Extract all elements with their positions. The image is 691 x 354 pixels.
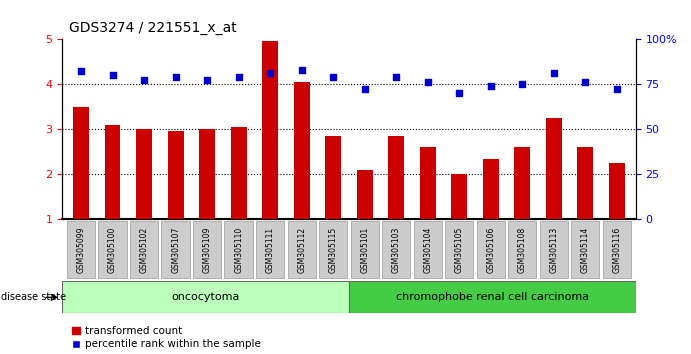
Text: GSM305114: GSM305114	[581, 227, 590, 273]
Text: GSM305112: GSM305112	[297, 227, 306, 273]
Text: GSM305109: GSM305109	[202, 226, 211, 273]
Point	[422, 79, 433, 85]
Point	[296, 67, 307, 73]
FancyBboxPatch shape	[603, 221, 631, 279]
Point	[548, 70, 559, 76]
FancyBboxPatch shape	[256, 221, 285, 279]
Bar	[136, 129, 152, 219]
Bar	[483, 159, 499, 219]
Point	[75, 69, 86, 74]
Text: GSM305104: GSM305104	[423, 226, 433, 273]
Text: GSM305107: GSM305107	[171, 226, 180, 273]
Point	[359, 87, 370, 92]
FancyBboxPatch shape	[571, 221, 600, 279]
FancyBboxPatch shape	[413, 221, 442, 279]
FancyBboxPatch shape	[540, 221, 568, 279]
Text: chromophobe renal cell carcinoma: chromophobe renal cell carcinoma	[396, 292, 589, 302]
Bar	[73, 107, 89, 219]
Text: GSM305099: GSM305099	[77, 226, 86, 273]
Point	[580, 79, 591, 85]
FancyBboxPatch shape	[67, 221, 95, 279]
FancyBboxPatch shape	[193, 221, 221, 279]
Bar	[609, 163, 625, 219]
Text: oncocytoma: oncocytoma	[171, 292, 240, 302]
Bar	[420, 147, 435, 219]
Text: GSM305116: GSM305116	[612, 227, 621, 273]
Legend: transformed count, percentile rank within the sample: transformed count, percentile rank withi…	[68, 322, 265, 354]
Point	[202, 78, 213, 83]
Bar	[388, 136, 404, 219]
Point	[233, 74, 244, 80]
FancyBboxPatch shape	[445, 221, 473, 279]
Bar	[578, 147, 593, 219]
Text: GDS3274 / 221551_x_at: GDS3274 / 221551_x_at	[69, 21, 237, 35]
Text: GSM305108: GSM305108	[518, 227, 527, 273]
Bar	[514, 147, 530, 219]
Text: GSM305102: GSM305102	[140, 227, 149, 273]
Bar	[357, 170, 372, 219]
Point	[485, 83, 496, 89]
Point	[139, 78, 150, 83]
Bar	[325, 136, 341, 219]
Text: GSM305111: GSM305111	[265, 227, 275, 273]
Point	[517, 81, 528, 87]
Point	[265, 70, 276, 76]
Text: GSM305113: GSM305113	[549, 227, 558, 273]
FancyBboxPatch shape	[162, 221, 190, 279]
FancyBboxPatch shape	[382, 221, 410, 279]
FancyBboxPatch shape	[350, 221, 379, 279]
Text: GSM305106: GSM305106	[486, 226, 495, 273]
Bar	[105, 125, 120, 219]
FancyBboxPatch shape	[477, 221, 505, 279]
FancyBboxPatch shape	[130, 221, 158, 279]
Point	[328, 74, 339, 80]
Text: disease state: disease state	[1, 292, 66, 302]
Bar	[451, 175, 467, 219]
Point	[612, 87, 623, 92]
Text: GSM305105: GSM305105	[455, 226, 464, 273]
Text: GSM305110: GSM305110	[234, 227, 243, 273]
Bar	[263, 41, 278, 219]
Point	[390, 74, 401, 80]
FancyBboxPatch shape	[98, 221, 126, 279]
Point	[454, 90, 465, 96]
Text: GSM305115: GSM305115	[329, 227, 338, 273]
Text: GSM305103: GSM305103	[392, 226, 401, 273]
Text: GSM305100: GSM305100	[108, 226, 117, 273]
FancyBboxPatch shape	[287, 221, 316, 279]
Bar	[168, 131, 184, 219]
Bar	[199, 129, 215, 219]
FancyBboxPatch shape	[349, 281, 636, 313]
Bar	[231, 127, 247, 219]
Bar	[546, 118, 562, 219]
Point	[170, 74, 181, 80]
Text: GSM305101: GSM305101	[360, 227, 369, 273]
FancyBboxPatch shape	[62, 281, 349, 313]
FancyBboxPatch shape	[508, 221, 536, 279]
FancyBboxPatch shape	[319, 221, 348, 279]
FancyBboxPatch shape	[225, 221, 253, 279]
Bar	[294, 82, 310, 219]
Point	[107, 72, 118, 78]
